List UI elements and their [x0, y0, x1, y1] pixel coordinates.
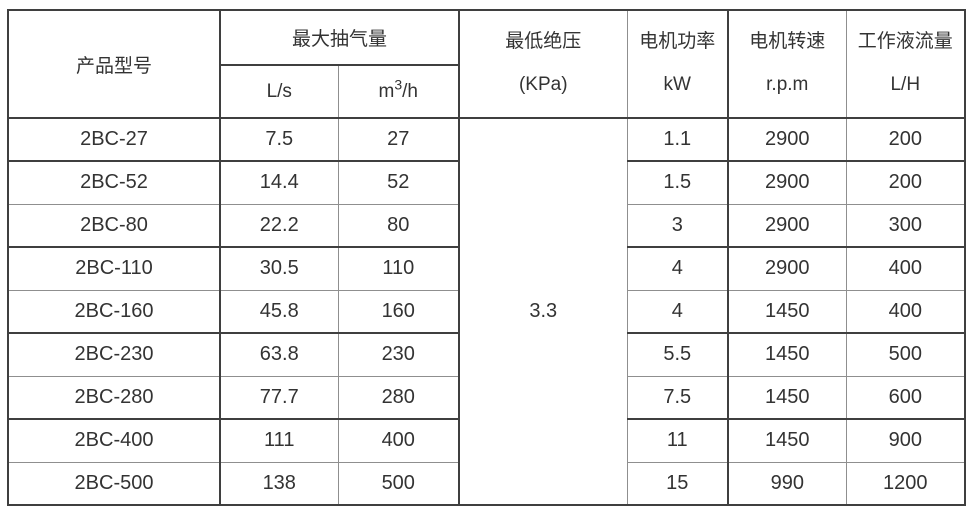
cell-model: 2BC-160 — [8, 290, 221, 334]
cell-kw: 4 — [627, 290, 730, 334]
cell-rpm: 1450 — [728, 376, 847, 420]
table-header: 产品型号 最大抽气量 最低绝压 (KPa) 电机功率 kW 电机转速 r.p.m… — [8, 10, 966, 119]
cell-kw: 3 — [627, 204, 730, 248]
unit-m3h-rest: /h — [402, 80, 418, 102]
cell-model: 2BC-230 — [8, 333, 221, 377]
cell-flow: 300 — [846, 204, 966, 248]
unit-m3h-sup: 3 — [394, 76, 403, 93]
cell-model: 2BC-400 — [8, 419, 221, 463]
cell-flow: 900 — [846, 419, 966, 463]
header-fluid-flow-line2: L/H — [890, 74, 921, 95]
cell-rpm: 2900 — [728, 204, 847, 248]
cell-ls: 63.8 — [220, 333, 339, 377]
table-body: 2BC-27 7.5 27 3.3 1.1 2900 200 2BC-52 14.… — [8, 118, 966, 506]
cell-m3h: 500 — [338, 462, 461, 506]
cell-rpm: 1450 — [728, 290, 847, 334]
cell-kw: 1.1 — [627, 118, 730, 162]
table-row: 2BC-27 7.5 27 3.3 1.1 2900 200 — [8, 118, 966, 506]
table-row: 2BC-80 22.2 80 3 2900 300 — [8, 204, 966, 248]
cell-model: 2BC-110 — [8, 247, 221, 291]
cell-flow: 600 — [846, 376, 966, 420]
header-motor-speed: 电机转速 r.p.m — [728, 10, 847, 119]
cell-ls: 138 — [220, 462, 339, 506]
cell-kw: 11 — [627, 419, 730, 463]
header-fluid-flow: 工作液流量 L/H — [846, 10, 966, 119]
cell-m3h: 27 — [338, 118, 461, 162]
cell-flow: 500 — [846, 333, 966, 377]
cell-flow: 1200 — [846, 462, 966, 506]
cell-min-pressure: 3.3 — [459, 118, 628, 506]
cell-flow: 200 — [846, 118, 966, 162]
cell-ls: 111 — [220, 419, 339, 463]
cell-rpm: 990 — [728, 462, 847, 506]
cell-model: 2BC-27 — [8, 118, 221, 162]
cell-m3h: 400 — [338, 419, 461, 463]
table-row: 2BC-500 138 500 15 990 1200 — [8, 462, 966, 506]
header-fluid-flow-line1: 工作液流量 — [857, 31, 953, 53]
table-row: 2BC-110 30.5 110 4 2900 400 — [8, 247, 966, 291]
cell-m3h: 52 — [338, 161, 461, 205]
header-motor-speed-line1: 电机转速 — [749, 31, 826, 53]
cell-ls: 45.8 — [220, 290, 339, 334]
cell-rpm: 2900 — [728, 118, 847, 162]
cell-flow: 200 — [846, 161, 966, 205]
table-row: 2BC-280 77.7 280 7.5 1450 600 — [8, 376, 966, 420]
pump-specs-table: 产品型号 最大抽气量 最低绝压 (KPa) 电机功率 kW 电机转速 r.p.m… — [7, 9, 967, 506]
header-min-pressure-line1: 最低绝压 — [505, 31, 582, 53]
table-row: 2BC-400 111 400 11 1450 900 — [8, 419, 966, 463]
header-row-top: 产品型号 最大抽气量 最低绝压 (KPa) 电机功率 kW 电机转速 r.p.m… — [8, 10, 966, 119]
table-row: 2BC-52 14.4 52 1.5 2900 200 — [8, 161, 966, 205]
cell-kw: 5.5 — [627, 333, 730, 377]
header-product-model: 产品型号 — [8, 10, 221, 119]
cell-rpm: 2900 — [728, 247, 847, 291]
cell-ls: 77.7 — [220, 376, 339, 420]
cell-model: 2BC-52 — [8, 161, 221, 205]
cell-rpm: 1450 — [728, 333, 847, 377]
header-motor-power-line1: 电机功率 — [639, 31, 716, 53]
cell-ls: 30.5 — [220, 247, 339, 291]
cell-kw: 7.5 — [627, 376, 730, 420]
cell-kw: 1.5 — [627, 161, 730, 205]
cell-ls: 14.4 — [220, 161, 339, 205]
cell-flow: 400 — [846, 247, 966, 291]
cell-model: 2BC-80 — [8, 204, 221, 248]
cell-flow: 400 — [846, 290, 966, 334]
header-unit-m3h: m3/h — [338, 65, 461, 119]
cell-m3h: 80 — [338, 204, 461, 248]
cell-model: 2BC-500 — [8, 462, 221, 506]
header-unit-ls: L/s — [220, 65, 339, 119]
unit-m3h-base: m — [378, 80, 395, 102]
cell-kw: 15 — [627, 462, 730, 506]
cell-m3h: 280 — [338, 376, 461, 420]
cell-m3h: 110 — [338, 247, 461, 291]
cell-ls: 22.2 — [220, 204, 339, 248]
cell-m3h: 230 — [338, 333, 461, 377]
header-motor-speed-line2: r.p.m — [766, 74, 809, 95]
cell-ls: 7.5 — [220, 118, 339, 162]
cell-rpm: 2900 — [728, 161, 847, 205]
cell-model: 2BC-280 — [8, 376, 221, 420]
header-min-pressure: 最低绝压 (KPa) — [459, 10, 628, 119]
header-row-units: L/s m3/h — [8, 65, 965, 119]
header-max-capacity: 最大抽气量 — [220, 10, 461, 66]
header-min-pressure-line2: (KPa) — [518, 74, 568, 95]
header-motor-power-line2: kW — [663, 74, 691, 95]
table-row: 2BC-160 45.8 160 4 1450 400 — [8, 290, 966, 334]
cell-m3h: 160 — [338, 290, 461, 334]
table-row: 2BC-230 63.8 230 5.5 1450 500 — [8, 333, 966, 377]
cell-kw: 4 — [627, 247, 730, 291]
cell-rpm: 1450 — [728, 419, 847, 463]
header-motor-power: 电机功率 kW — [627, 10, 730, 119]
